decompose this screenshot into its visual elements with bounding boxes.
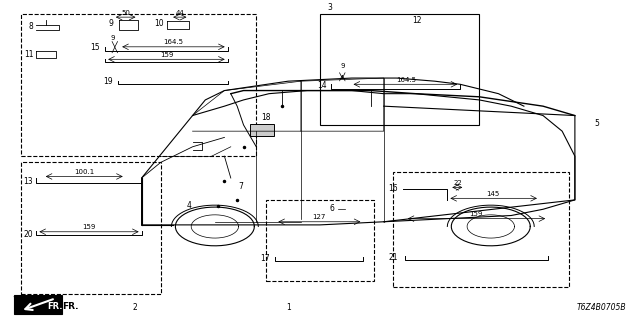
Text: 19: 19 xyxy=(103,77,113,86)
Text: 159: 159 xyxy=(469,211,483,217)
Text: 11: 11 xyxy=(24,50,33,59)
Text: 18: 18 xyxy=(261,113,271,122)
Text: 17: 17 xyxy=(260,254,270,263)
Text: 7: 7 xyxy=(238,182,243,191)
Text: 2: 2 xyxy=(133,303,138,312)
Text: 22: 22 xyxy=(453,180,462,186)
Text: 1: 1 xyxy=(286,303,291,312)
Text: FR.: FR. xyxy=(47,302,63,311)
Text: 20: 20 xyxy=(24,230,33,239)
Text: 100.1: 100.1 xyxy=(74,169,94,175)
Text: 50: 50 xyxy=(121,10,130,16)
Text: 16: 16 xyxy=(388,184,397,194)
Text: 5: 5 xyxy=(595,119,600,128)
Text: 164.5: 164.5 xyxy=(163,39,184,45)
Text: 15: 15 xyxy=(90,43,100,52)
Text: 14: 14 xyxy=(317,81,326,90)
Text: 9: 9 xyxy=(108,19,113,28)
Text: 159: 159 xyxy=(82,224,95,230)
Text: 164.5: 164.5 xyxy=(396,77,416,83)
Text: 9: 9 xyxy=(111,35,115,41)
Text: FR.: FR. xyxy=(62,302,79,311)
FancyBboxPatch shape xyxy=(14,295,62,314)
Text: 145: 145 xyxy=(486,191,500,197)
Text: 44: 44 xyxy=(175,10,184,16)
Text: 3: 3 xyxy=(327,3,332,12)
Text: 13: 13 xyxy=(24,177,33,186)
Text: 4: 4 xyxy=(187,201,192,210)
Text: 127: 127 xyxy=(313,214,326,220)
FancyBboxPatch shape xyxy=(250,124,274,136)
Text: 6: 6 xyxy=(330,204,335,213)
Text: 21: 21 xyxy=(388,253,397,262)
Text: 10: 10 xyxy=(154,19,164,28)
Text: 8: 8 xyxy=(29,22,33,31)
Text: 12: 12 xyxy=(412,16,422,25)
Text: T6Z4B0705B: T6Z4B0705B xyxy=(576,303,626,312)
Text: 159: 159 xyxy=(161,52,173,58)
Text: 9: 9 xyxy=(340,63,344,69)
